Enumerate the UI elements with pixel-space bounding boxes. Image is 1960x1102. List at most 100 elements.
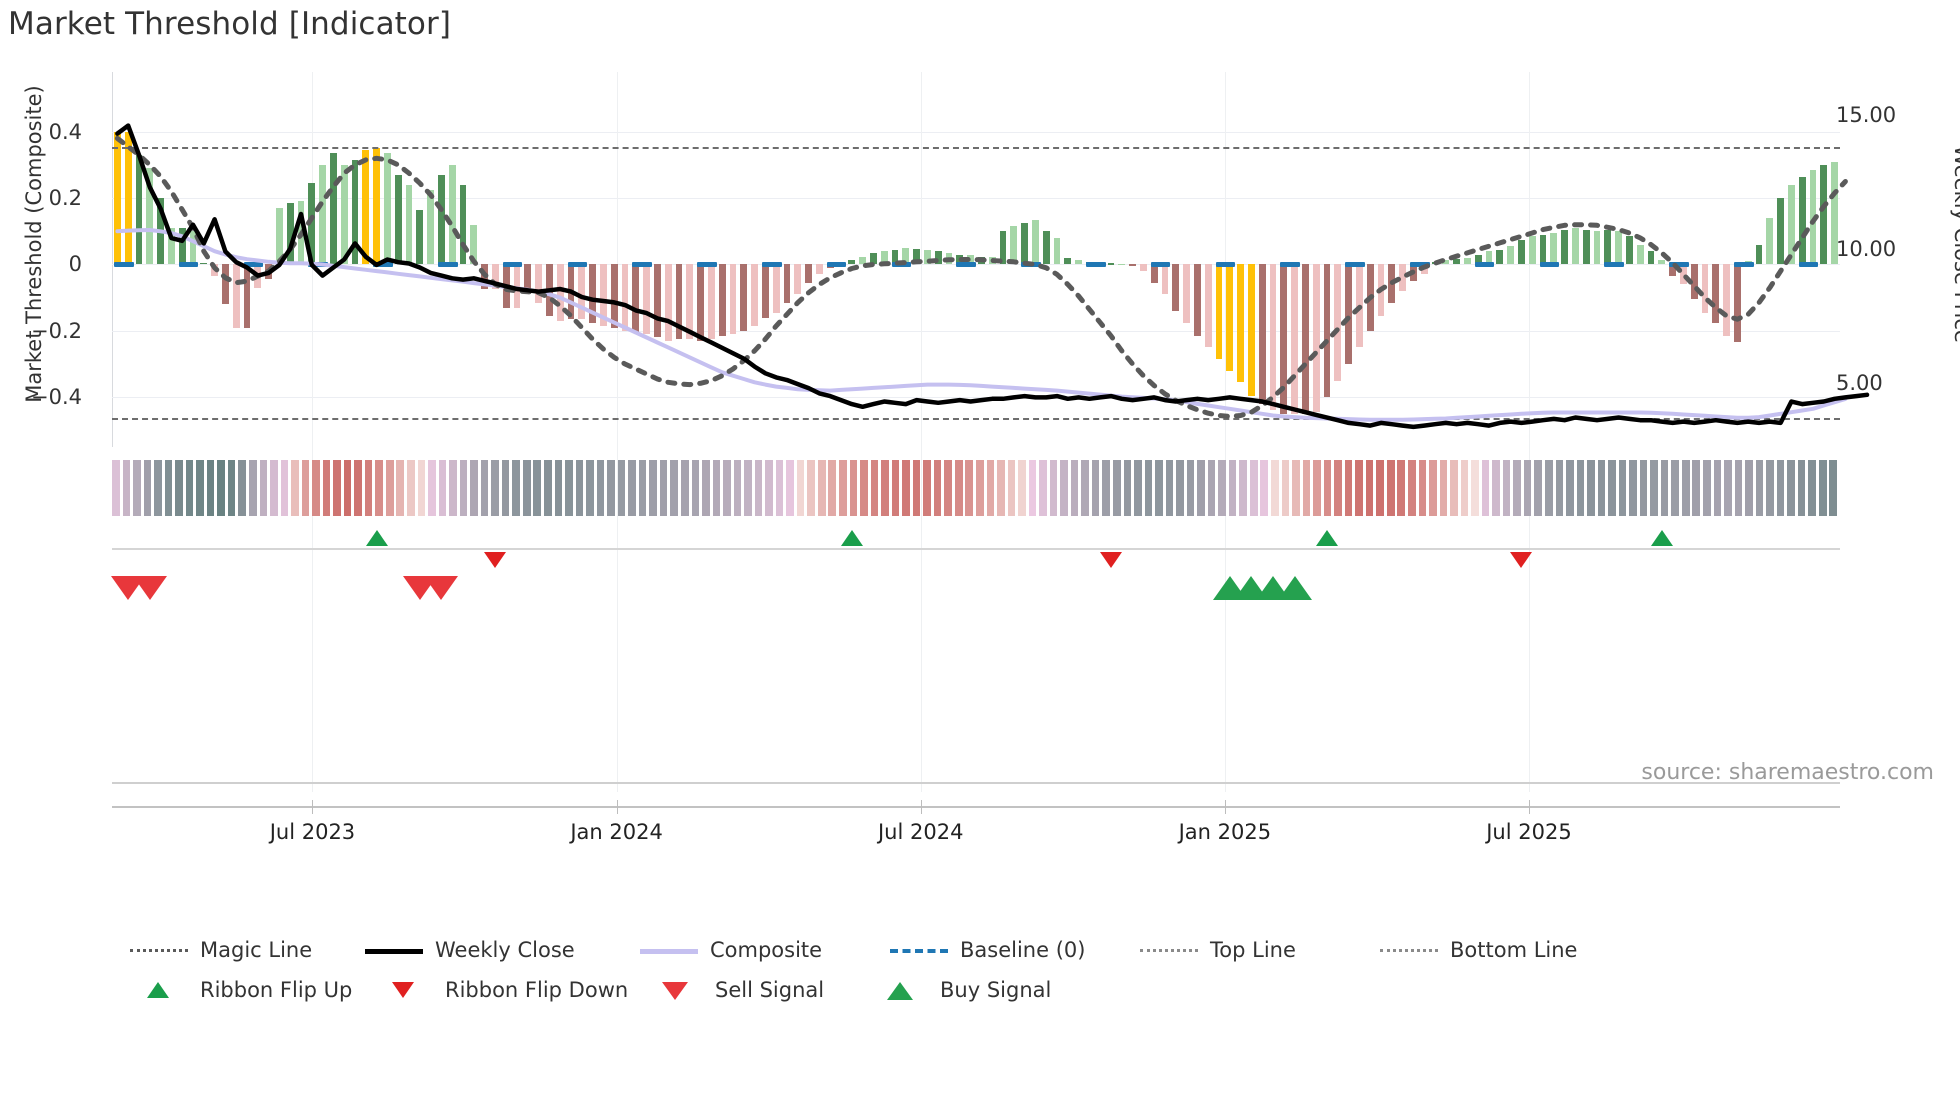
ribbon-cell <box>143 460 152 516</box>
legend-item[interactable]: Composite <box>640 930 822 970</box>
ribbon-cell <box>1007 460 1016 516</box>
histogram-bar <box>427 189 434 265</box>
ribbon-cell <box>364 460 373 516</box>
legend-item[interactable]: Sell Signal <box>645 970 824 1010</box>
legend-item[interactable]: Baseline (0) <box>890 930 1085 970</box>
ribbon-cell <box>1460 460 1469 516</box>
ribbon-cell <box>133 460 141 516</box>
histogram-bar <box>1248 264 1255 396</box>
ribbon-cell <box>754 460 763 516</box>
ribbon-cell <box>912 460 921 516</box>
ribbon-cell <box>1070 460 1079 516</box>
histogram-bar <box>1561 229 1568 265</box>
ribbon-cell <box>1081 460 1089 516</box>
dotted-line-icon <box>130 949 188 952</box>
histogram-bar <box>664 264 672 341</box>
ribbon-cell <box>1639 460 1648 516</box>
ribbon-cell <box>1566 460 1574 516</box>
ribbon-cell <box>765 460 773 516</box>
histogram-bar <box>1690 264 1698 300</box>
ribbon-cell <box>828 460 837 516</box>
ribbon-cell <box>1608 460 1616 516</box>
ribbon-cell <box>976 460 984 516</box>
legend-key-line <box>130 939 188 961</box>
histogram-bar <box>1485 251 1493 265</box>
ribbon-cell <box>354 460 362 516</box>
histogram-bar <box>394 174 402 265</box>
x-gridline-4 <box>1528 72 1530 792</box>
legend-item[interactable]: Ribbon Flip Up <box>130 970 352 1010</box>
baseline-segment <box>826 261 847 267</box>
histogram-bar <box>470 224 478 265</box>
ribbon-flip-down-marker <box>1510 552 1533 568</box>
histogram-bar <box>924 249 931 265</box>
ribbon-cell <box>870 460 879 516</box>
legend-item[interactable]: Buy Signal <box>870 970 1051 1010</box>
ribbon-cell <box>817 460 826 516</box>
ribbon-cell <box>1302 460 1311 516</box>
histogram-bar <box>1658 260 1666 265</box>
histogram-bar <box>384 153 391 265</box>
ribbon-strip <box>112 460 1840 516</box>
baseline-segment <box>762 261 782 267</box>
histogram-bar <box>1572 227 1579 265</box>
ribbon-cell <box>217 460 225 516</box>
x-tick-mark <box>616 800 618 814</box>
ribbon-cell <box>459 460 468 516</box>
ribbon-cell <box>1418 460 1427 516</box>
histogram-bar <box>1010 226 1018 265</box>
ribbon-cell <box>1060 460 1068 516</box>
ribbon-cell <box>301 460 310 516</box>
ribbon-cell <box>923 460 931 516</box>
solid-line-icon <box>365 949 423 954</box>
legend-item-label: Ribbon Flip Up <box>200 978 353 1002</box>
ribbon-cell <box>112 460 120 516</box>
histogram-bar <box>1453 258 1460 265</box>
ribbon-cell <box>1176 460 1184 516</box>
histogram-bar <box>135 154 143 265</box>
ribbon-cell <box>712 460 721 516</box>
histogram-bar <box>1183 264 1190 323</box>
histogram-bar <box>589 264 596 323</box>
ribbon-cell <box>1271 460 1279 516</box>
ribbon-cell <box>1239 460 1247 516</box>
histogram-bar <box>513 264 521 308</box>
ribbon-cell <box>270 460 278 516</box>
ribbon-cell <box>1713 460 1722 516</box>
ribbon-cell <box>997 460 1005 516</box>
baseline-segment <box>1798 261 1819 267</box>
ribbon-cell <box>1724 460 1732 516</box>
legend-item[interactable]: Bottom Line <box>1380 930 1577 970</box>
legend-key-line <box>365 939 423 961</box>
ribbon-cell <box>533 460 542 516</box>
legend-key-triangle-down <box>375 979 433 1001</box>
histogram-bar <box>686 264 694 340</box>
legend-item[interactable]: Weekly Close <box>365 930 575 970</box>
histogram-bar <box>459 184 467 265</box>
ribbon-cell <box>312 460 320 516</box>
legend-item[interactable]: Top Line <box>1140 930 1296 970</box>
ribbon-cell <box>1186 460 1195 516</box>
histogram-bar <box>308 183 316 265</box>
histogram-bar <box>1798 176 1806 265</box>
histogram-bar <box>859 257 866 265</box>
histogram-bar <box>438 174 445 265</box>
histogram-bar <box>1593 231 1601 265</box>
lower-rule-2 <box>112 806 1840 808</box>
legend-item[interactable]: Ribbon Flip Down <box>375 970 628 1010</box>
ribbon-cell <box>1134 460 1142 516</box>
ribbon-cell <box>512 460 520 516</box>
histogram-bar <box>729 264 737 335</box>
ribbon-cell <box>185 460 194 516</box>
ribbon-cell <box>986 460 995 516</box>
histogram-bar <box>751 264 758 326</box>
x-gridline-2 <box>920 72 922 792</box>
ribbon-cell <box>1745 460 1753 516</box>
ribbon-cell <box>196 460 204 516</box>
histogram-bar <box>416 209 424 265</box>
histogram-bar <box>1831 161 1838 265</box>
legend-item[interactable]: Magic Line <box>130 930 312 970</box>
histogram-bar <box>1528 236 1536 265</box>
histogram-bar <box>1464 257 1471 265</box>
baseline-segment <box>1474 261 1495 267</box>
